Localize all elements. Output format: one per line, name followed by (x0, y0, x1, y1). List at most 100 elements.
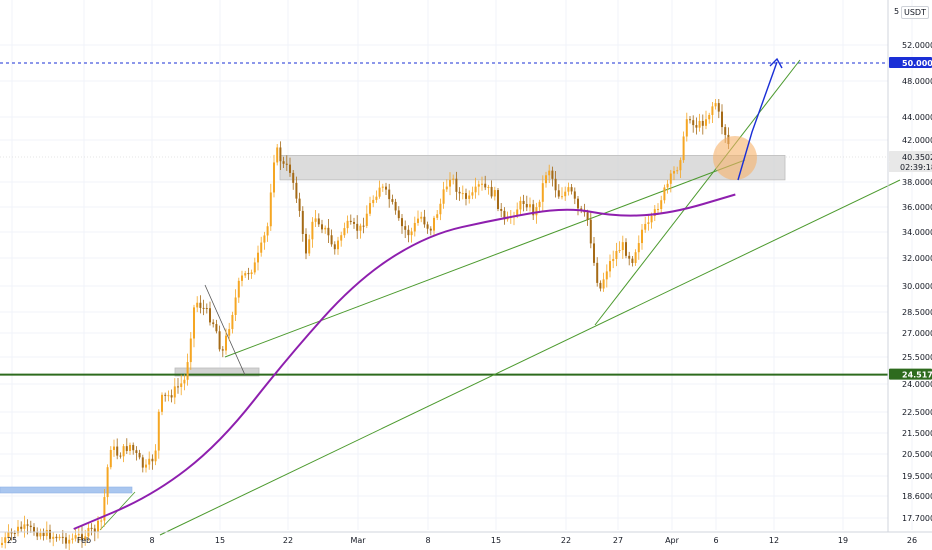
candle-body (452, 178, 455, 180)
candle-body (65, 537, 67, 544)
candle-body (487, 186, 490, 188)
candle-body (346, 220, 349, 229)
y-tick-label: 19.5000 (902, 472, 932, 481)
candle-body (218, 331, 221, 350)
candle-body (173, 386, 176, 398)
candle-body (340, 235, 343, 241)
candle-body (538, 201, 541, 208)
projection-path (737, 61, 778, 181)
candle-body (433, 217, 435, 231)
currency-prefix: 5 (894, 7, 900, 16)
x-tick-label: 26 (907, 536, 917, 545)
candle-body (423, 216, 426, 225)
candle-body (657, 209, 659, 211)
candle-body (295, 182, 298, 199)
y-tick-label: 25.5000 (902, 353, 932, 362)
candle-body (138, 452, 141, 458)
candle-body (586, 212, 589, 220)
trend-lines (0, 59, 901, 536)
candle-body (314, 218, 317, 222)
candle-body (641, 229, 643, 244)
candle-body (135, 450, 138, 453)
candle-body (228, 329, 231, 336)
candle-body (205, 308, 208, 310)
candle-body (429, 228, 432, 231)
y-tick-label: 38.0000 (902, 178, 932, 187)
y-tick-label: 21.5000 (902, 429, 932, 438)
candle-body (474, 186, 477, 193)
x-tick-label: 15 (215, 536, 225, 545)
steep-trendline (594, 59, 801, 326)
candle-body (634, 252, 637, 263)
candle-body (68, 539, 71, 544)
candle-body (58, 536, 61, 539)
candle-body (202, 307, 205, 309)
candle-body (36, 532, 39, 537)
candle-body (247, 273, 250, 275)
candle-body (615, 250, 618, 260)
candle-body (573, 191, 576, 199)
candle-body (93, 528, 96, 533)
candle-body (413, 222, 416, 232)
candle-body (215, 324, 218, 332)
y-tick-label: 34.0000 (902, 228, 932, 237)
x-tick-label: 8 (425, 536, 430, 545)
candle-body (276, 147, 279, 163)
candle-body (273, 162, 275, 193)
candle-body (257, 252, 259, 263)
candle-body (196, 302, 199, 308)
y-tick-label: 36.0000 (902, 203, 932, 212)
candle-body (458, 191, 461, 194)
candle-body (532, 204, 535, 216)
candle-body (186, 362, 189, 380)
candle-body (349, 220, 352, 222)
y-tick-label: 20.5000 (902, 450, 932, 459)
candle-body (628, 255, 631, 259)
candle-body (465, 193, 467, 199)
y-tick-label: 42.0000 (902, 136, 932, 145)
candle-body (605, 271, 608, 280)
price-tag-label: 24.5176 (902, 371, 932, 380)
candle-body (13, 532, 16, 534)
candle-body (631, 258, 634, 263)
candle-body (541, 183, 544, 202)
candle-body (621, 242, 624, 251)
support-box (174, 367, 260, 377)
candle-body (113, 446, 115, 450)
x-tick-label: 6 (713, 536, 718, 545)
candle-body (564, 191, 567, 197)
y-tick-label: 48.0000 (902, 77, 932, 86)
candle-body (241, 275, 243, 281)
candle-body (673, 171, 675, 174)
candle-body (321, 224, 323, 230)
candle-body (554, 178, 557, 191)
candle-body (225, 335, 227, 351)
countdown-label: 02:39:18 (900, 163, 932, 172)
price-tag (889, 57, 932, 68)
candle-body (234, 297, 237, 315)
candle-body (596, 262, 599, 283)
candle-body (52, 536, 55, 539)
candle-body (289, 164, 291, 173)
candle-body (189, 338, 192, 363)
x-tick-label: 25 (7, 536, 17, 545)
x-tick-label: 27 (613, 536, 623, 545)
candle-body (154, 450, 157, 462)
candle-body (577, 198, 579, 209)
projection-arrow (769, 57, 783, 69)
candle-body (327, 227, 330, 236)
candle-body (477, 184, 480, 187)
candle-body (81, 534, 83, 540)
candle-body (490, 186, 493, 197)
candle-body (26, 524, 29, 526)
candle-body (669, 173, 672, 184)
candle-body (298, 198, 301, 211)
y-tick-label: 28.5000 (902, 308, 932, 317)
currency-label[interactable]: USDT (901, 6, 929, 19)
chart-grid (0, 0, 913, 530)
candle-body (161, 394, 163, 412)
candle-body (164, 394, 167, 396)
candle-body (625, 242, 627, 256)
candle-body (721, 111, 723, 128)
